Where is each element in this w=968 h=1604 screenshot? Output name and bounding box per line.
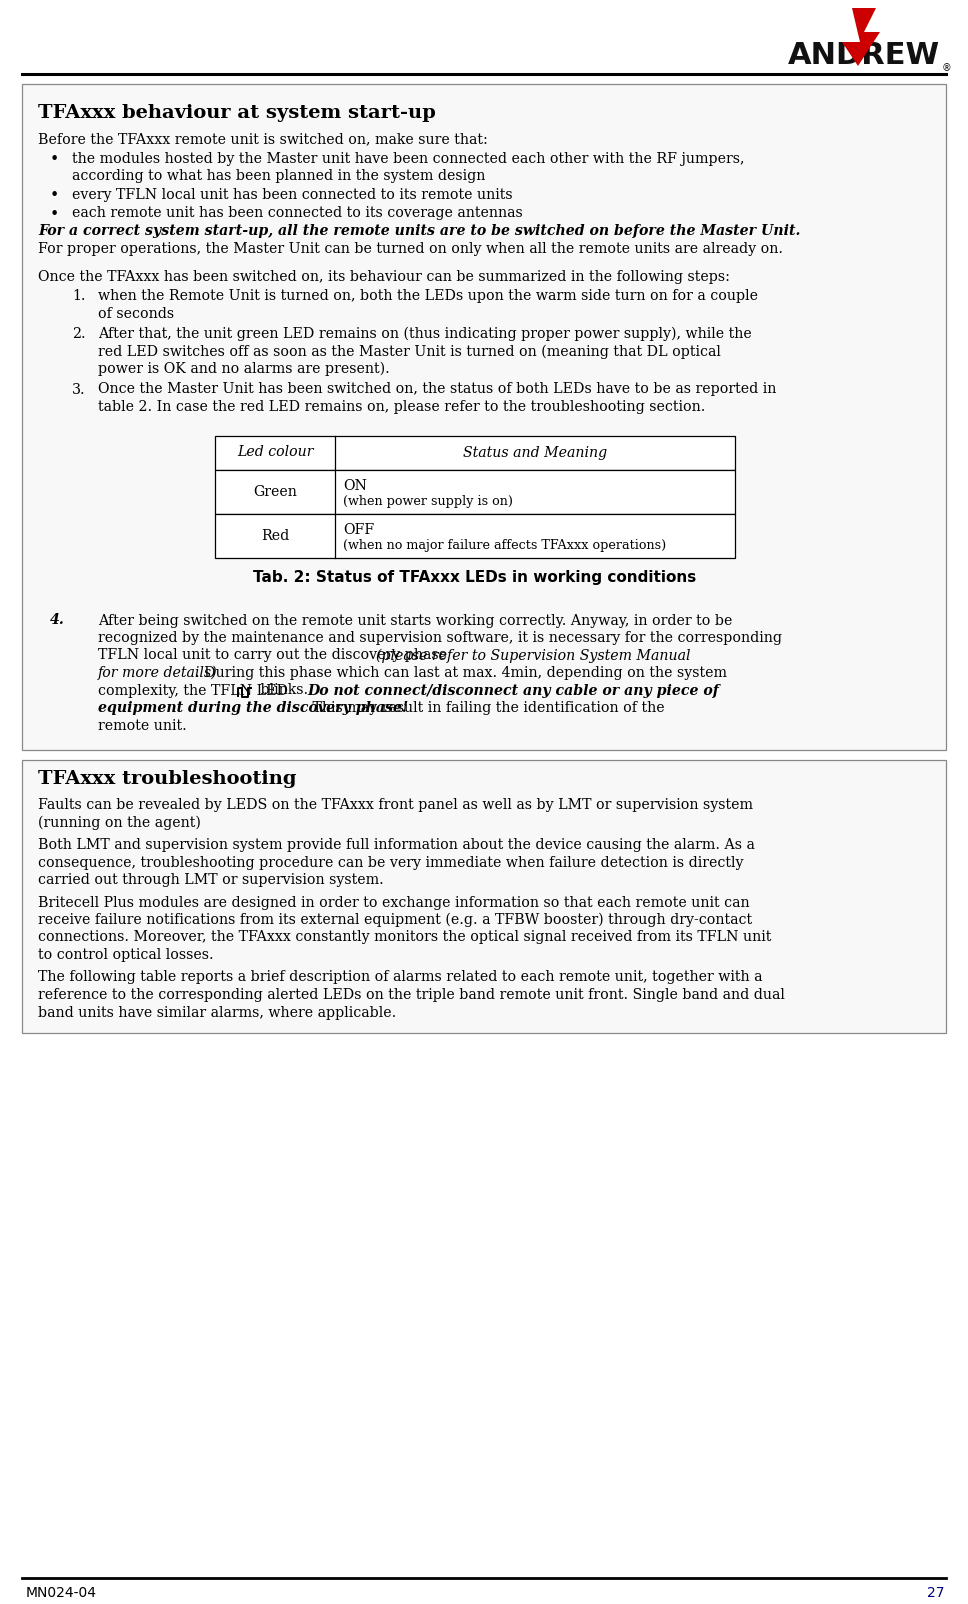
Text: •: •: [50, 188, 59, 204]
FancyBboxPatch shape: [22, 83, 946, 751]
Text: After being switched on the remote unit starts working correctly. Anyway, in ord: After being switched on the remote unit …: [98, 613, 733, 627]
Text: complexity, the TFLN LED: complexity, the TFLN LED: [98, 683, 288, 698]
Text: After that, the unit green LED remains on (thus indicating proper power supply),: After that, the unit green LED remains o…: [98, 327, 752, 342]
Text: remote unit.: remote unit.: [98, 719, 187, 733]
Text: Status and Meaning: Status and Meaning: [463, 446, 607, 459]
Text: . During this phase which can last at max. 4min, depending on the system: . During this phase which can last at ma…: [195, 666, 727, 680]
Text: ANDREW: ANDREW: [788, 40, 940, 69]
Text: for more details): for more details): [98, 666, 218, 680]
Text: •: •: [50, 205, 59, 223]
Text: power is OK and no alarms are present).: power is OK and no alarms are present).: [98, 363, 390, 377]
Text: receive failure notifications from its external equipment (e.g. a TFBW booster) : receive failure notifications from its e…: [38, 913, 752, 927]
Text: reference to the corresponding alerted LEDs on the triple band remote unit front: reference to the corresponding alerted L…: [38, 988, 785, 1002]
Text: band units have similar alarms, where applicable.: band units have similar alarms, where ap…: [38, 1006, 396, 1020]
Text: 4.: 4.: [50, 613, 65, 627]
FancyBboxPatch shape: [215, 513, 735, 558]
Text: TFAxxx behaviour at system start-up: TFAxxx behaviour at system start-up: [38, 104, 436, 122]
Text: OFF: OFF: [343, 523, 375, 537]
Text: 27: 27: [926, 1586, 944, 1601]
FancyBboxPatch shape: [215, 470, 735, 513]
Text: ON: ON: [343, 480, 367, 494]
Text: Do not connect/disconnect any cable or any piece of: Do not connect/disconnect any cable or a…: [308, 683, 719, 698]
Text: to control optical losses.: to control optical losses.: [38, 948, 214, 962]
Text: MN024-04: MN024-04: [26, 1586, 97, 1601]
Text: recognized by the maintenance and supervision software, it is necessary for the : recognized by the maintenance and superv…: [98, 630, 782, 645]
Text: For proper operations, the Master Unit can be turned on only when all the remote: For proper operations, the Master Unit c…: [38, 242, 783, 257]
Text: according to what has been planned in the system design: according to what has been planned in th…: [72, 168, 485, 183]
FancyBboxPatch shape: [215, 436, 735, 470]
Text: Green: Green: [253, 484, 297, 499]
Text: Both LMT and supervision system provide full information about the device causin: Both LMT and supervision system provide …: [38, 837, 755, 852]
Text: connections. Moreover, the TFAxxx constantly monitors the optical signal receive: connections. Moreover, the TFAxxx consta…: [38, 930, 771, 945]
Text: each remote unit has been connected to its coverage antennas: each remote unit has been connected to i…: [72, 205, 523, 220]
Text: red LED switches off as soon as the Master Unit is turned on (meaning that DL op: red LED switches off as soon as the Mast…: [98, 345, 721, 359]
Text: the modules hosted by the Master unit have been connected each other with the RF: the modules hosted by the Master unit ha…: [72, 151, 744, 165]
Text: carried out through LMT or supervision system.: carried out through LMT or supervision s…: [38, 873, 383, 887]
Text: Once the TFAxxx has been switched on, its behaviour can be summarized in the fol: Once the TFAxxx has been switched on, it…: [38, 269, 730, 284]
Text: •: •: [50, 151, 59, 168]
Text: blinks.: blinks.: [257, 683, 313, 698]
Text: For a correct system start-up, all the remote units are to be switched on before: For a correct system start-up, all the r…: [38, 225, 801, 239]
Text: 1.: 1.: [72, 289, 85, 303]
Text: ®: ®: [942, 63, 952, 74]
Text: (when no major failure affects TFAxxx operations): (when no major failure affects TFAxxx op…: [343, 539, 666, 552]
Text: of seconds: of seconds: [98, 306, 174, 321]
Polygon shape: [842, 8, 880, 66]
Text: Led colour: Led colour: [237, 446, 314, 459]
Text: Tab. 2: Status of TFAxxx LEDs in working conditions: Tab. 2: Status of TFAxxx LEDs in working…: [254, 569, 697, 585]
Text: TFAxxx troubleshooting: TFAxxx troubleshooting: [38, 770, 296, 788]
Text: Before the TFAxxx remote unit is switched on, make sure that:: Before the TFAxxx remote unit is switche…: [38, 132, 488, 146]
Text: (running on the agent): (running on the agent): [38, 815, 201, 829]
Text: 3.: 3.: [72, 382, 85, 396]
Text: This may result in failing the identification of the: This may result in failing the identific…: [308, 701, 665, 715]
Text: Red: Red: [260, 528, 289, 542]
Text: (please refer to Supervision System Manual: (please refer to Supervision System Manu…: [377, 648, 691, 662]
FancyBboxPatch shape: [22, 760, 946, 1033]
Text: every TFLN local unit has been connected to its remote units: every TFLN local unit has been connected…: [72, 188, 513, 202]
Text: TFLN local unit to carry out the discovery phase: TFLN local unit to carry out the discove…: [98, 648, 451, 662]
Text: Britecell Plus modules are designed in order to exchange information so that eac: Britecell Plus modules are designed in o…: [38, 895, 749, 909]
Text: Once the Master Unit has been switched on, the status of both LEDs have to be as: Once the Master Unit has been switched o…: [98, 382, 776, 396]
Text: 2.: 2.: [72, 327, 85, 342]
Text: table 2. In case the red LED remains on, please refer to the troubleshooting sec: table 2. In case the red LED remains on,…: [98, 399, 706, 414]
Text: consequence, troubleshooting procedure can be very immediate when failure detect: consequence, troubleshooting procedure c…: [38, 855, 743, 869]
Text: equipment during the discovery phase!: equipment during the discovery phase!: [98, 701, 408, 715]
Text: Faults can be revealed by LEDS on the TFAxxx front panel as well as by LMT or su: Faults can be revealed by LEDS on the TF…: [38, 799, 753, 812]
Text: The following table reports a brief description of alarms related to each remote: The following table reports a brief desc…: [38, 970, 763, 985]
Text: (when power supply is on): (when power supply is on): [343, 496, 513, 508]
Text: when the Remote Unit is turned on, both the LEDs upon the warm side turn on for : when the Remote Unit is turned on, both …: [98, 289, 758, 303]
